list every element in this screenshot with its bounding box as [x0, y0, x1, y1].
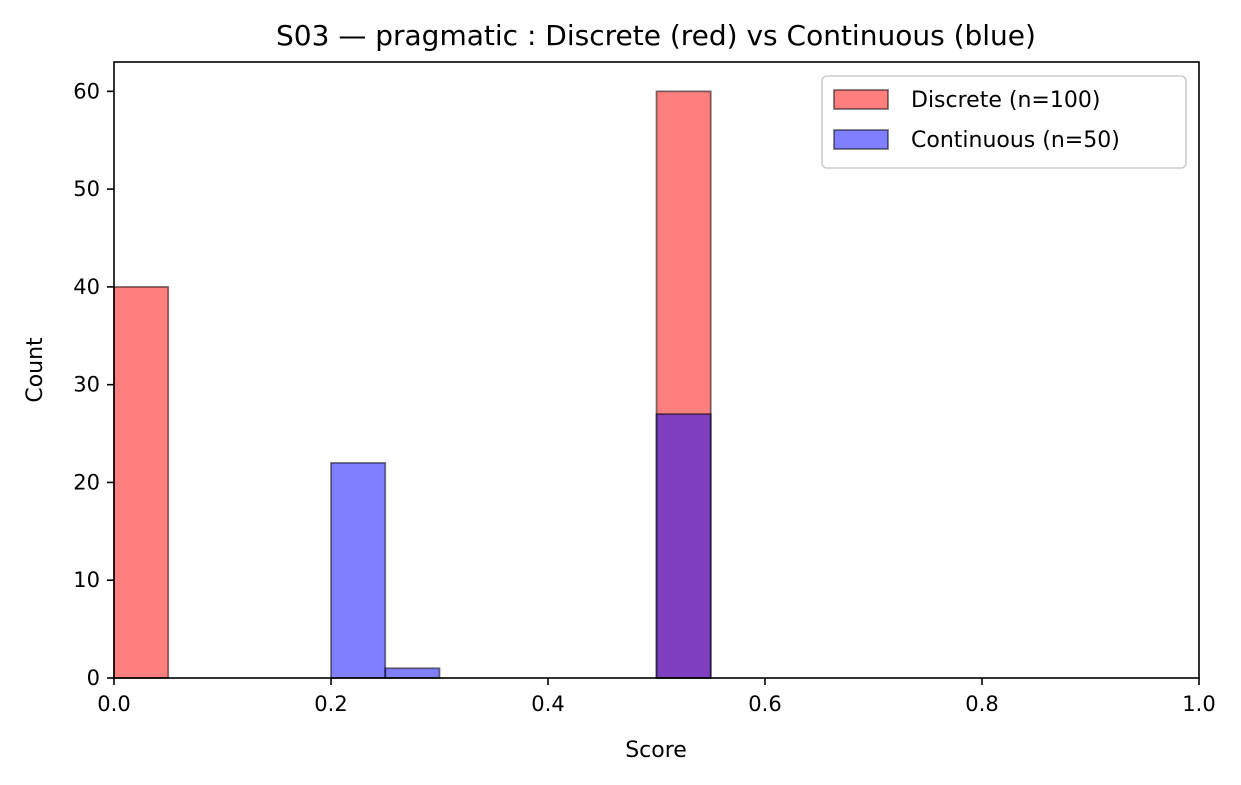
y-tick-label: 10 [73, 568, 100, 592]
x-tick-label: 0.2 [314, 692, 347, 716]
x-tick-label: 0.4 [531, 692, 564, 716]
x-axis-label: Score [625, 738, 687, 763]
x-tick-label: 0.0 [97, 692, 130, 716]
plot-frame [113, 61, 1200, 679]
x-tick-label: 0.8 [965, 692, 998, 716]
x-axis: 0.0 0.2 0.4 0.6 0.8 1.0 [97, 678, 1216, 716]
legend-label-0: Discrete (n=100) [911, 88, 1100, 113]
y-tick-label: 40 [73, 275, 100, 299]
legend-box [821, 75, 1187, 169]
y-axis: 0 10 20 30 40 50 60 [73, 79, 114, 690]
y-tick-label: 0 [87, 666, 100, 690]
legend-swatch-0 [833, 89, 889, 110]
bar-series-1-bin-1 [384, 667, 441, 679]
y-tick-label: 60 [73, 79, 100, 103]
y-tick-label: 50 [73, 177, 100, 201]
legend: Discrete (n=100) Continuous (n=50) [821, 75, 1187, 169]
x-tick-label: 0.6 [748, 692, 781, 716]
legend-label-1: Continuous (n=50) [911, 128, 1120, 153]
bar-series-0-bin-0 [113, 285, 170, 679]
bar-series-1-bin-2 [655, 413, 712, 679]
y-tick-label: 30 [73, 373, 100, 397]
y-tick-label: 20 [73, 470, 100, 494]
x-tick-label: 1.0 [1182, 692, 1215, 716]
legend-swatch-1 [833, 129, 889, 150]
y-axis-label: Count [23, 337, 48, 403]
bars-layer [113, 90, 712, 679]
chart-title: S03 — pragmatic : Discrete (red) vs Cont… [276, 19, 1036, 52]
bar-series-1-bin-0 [330, 461, 387, 679]
